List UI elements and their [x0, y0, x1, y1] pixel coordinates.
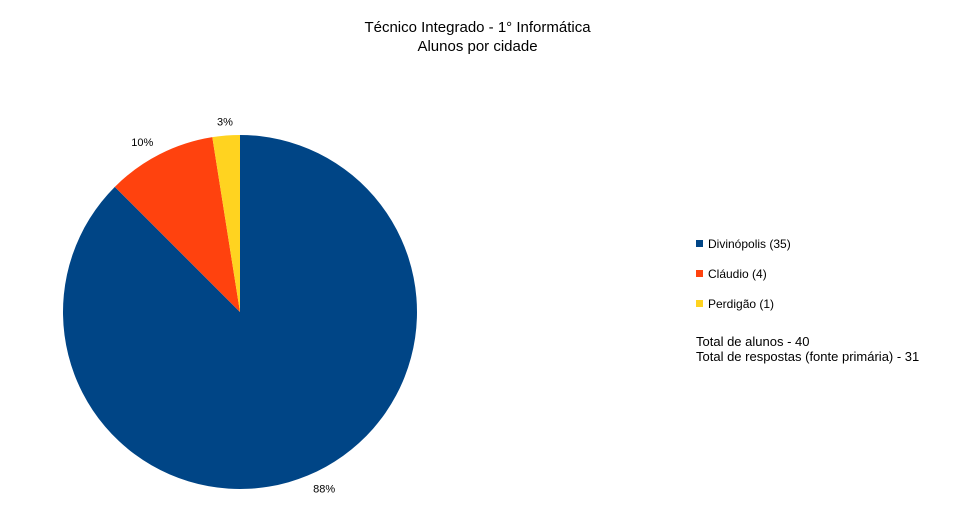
chart-title: Técnico Integrado - 1° Informática Aluno…: [0, 18, 955, 56]
pie-label-claudio: 10%: [131, 137, 153, 149]
pie-slice-claudio: [114, 137, 240, 312]
legend-swatch-claudio: [696, 270, 703, 277]
legend-item-perdigao: Perdigão (1): [696, 296, 791, 311]
legend-label-perdigao: Perdigão (1): [708, 296, 775, 311]
legend-label-claudio: Cláudio (4): [708, 266, 767, 281]
chart-legend: Divinópolis (35) Cláudio (4) Perdigão (1…: [696, 236, 791, 326]
legend-item-divinopolis: Divinópolis (35): [696, 236, 791, 251]
total-respostas-text: Total de respostas (fonte primária) - 31: [696, 349, 920, 364]
legend-item-claudio: Cláudio (4): [696, 266, 791, 281]
chart-title-line: Técnico Integrado - 1° Informática: [364, 19, 591, 36]
pie-label-perdigao: 3%: [217, 117, 233, 129]
pie-slice-perdigao: [212, 135, 240, 312]
chart-notes: Total de alunos - 40 Total de respostas …: [696, 334, 919, 364]
chart-subtitle: Alunos por cidade: [417, 38, 538, 55]
total-alunos-text: Total de alunos - 40: [696, 334, 810, 349]
pie-label-divinopolis: 88%: [313, 483, 335, 495]
legend-swatch-perdigao: [696, 300, 703, 307]
legend-label-divinopolis: Divinópolis (35): [708, 236, 791, 251]
legend-swatch-divinopolis: [696, 240, 703, 247]
pie-slice-divinopolis: [62, 135, 417, 490]
